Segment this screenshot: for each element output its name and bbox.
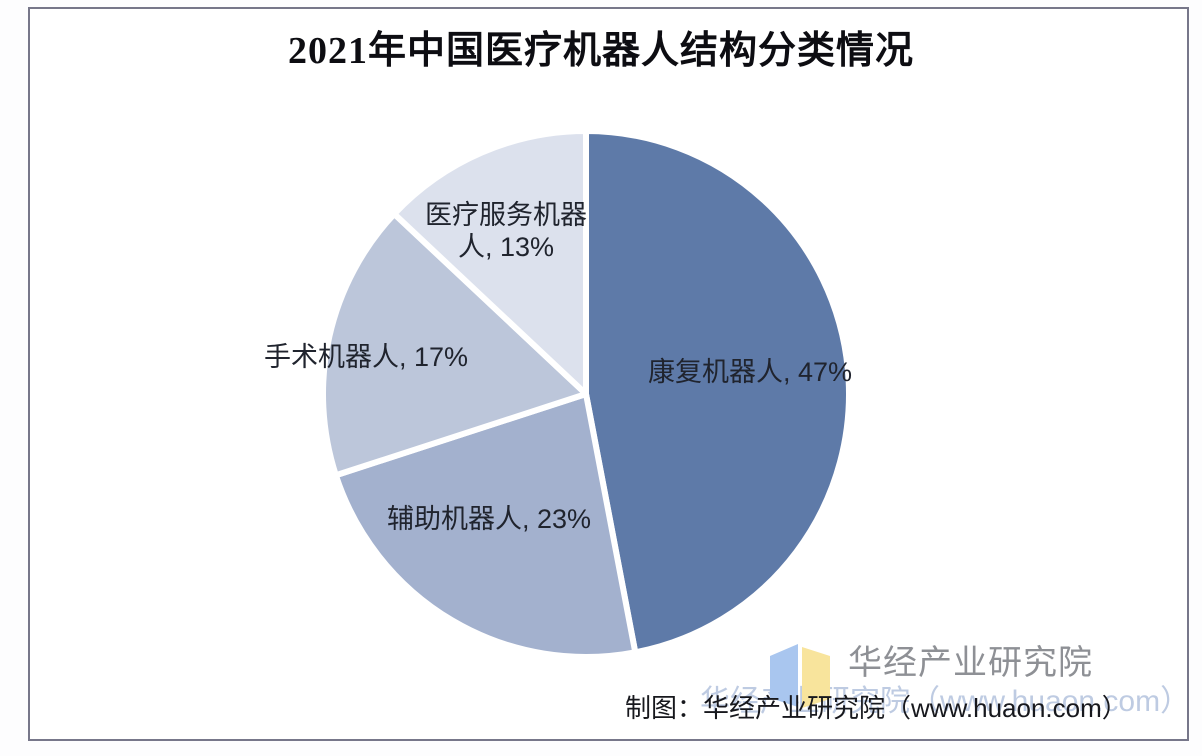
huaon-logo: 华经产业研究院 [766, 641, 1093, 709]
book-right-page [802, 647, 830, 708]
book-left-page [770, 644, 798, 707]
open-book-icon [770, 644, 830, 708]
pie-label-service-robot: 医疗服务机器 人, 13% [425, 200, 587, 262]
logo-text: 华经产业研究院 [848, 644, 1093, 682]
pie-slice-2 [320, 210, 589, 479]
source-caption: 制图：华经产业研究院（www.huaon.com） [625, 693, 1128, 723]
pie-label-rehab-robot: 康复机器人, 47% [648, 357, 853, 387]
chart-title: 2021年中国医疗机器人结构分类情况 [287, 30, 914, 72]
pie-label-surgery-robot: 手术机器人, 17% [264, 342, 469, 372]
pie-slice-1 [332, 391, 639, 660]
pie-slice-3 [391, 128, 589, 397]
pie-slice-0 [583, 128, 852, 656]
pie-label-assist-robot: 辅助机器人, 23% [387, 504, 592, 534]
